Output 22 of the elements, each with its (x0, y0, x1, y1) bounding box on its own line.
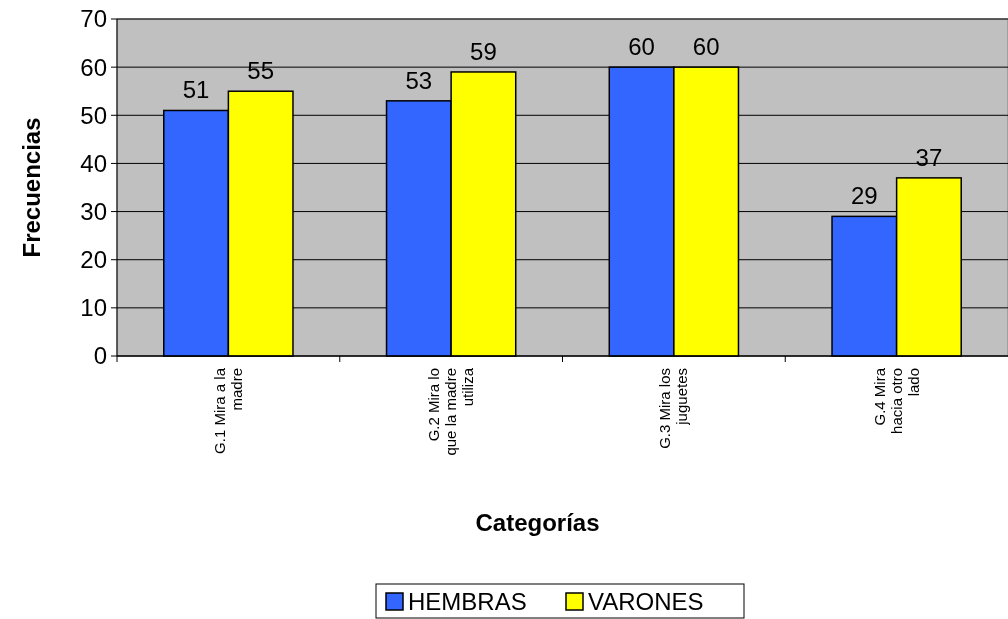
legend-label: VARONES (588, 588, 704, 616)
x-tick-label: G.3 Mira los juguetes (656, 368, 691, 449)
data-label: 60 (692, 33, 720, 61)
x-tick-label: G.4 Mira hacia otro lado (870, 367, 922, 434)
y-tick-label: 10 (80, 294, 107, 322)
data-label: 51 (182, 76, 210, 104)
y-tick-label: 30 (80, 197, 107, 225)
y-tick-label: 40 (80, 149, 107, 177)
data-label: 53 (405, 66, 433, 94)
y-tick-label: 70 (80, 5, 107, 33)
y-tick-label: 20 (80, 246, 107, 274)
x-tick-label: G.1 Mira a la madre (210, 367, 245, 454)
x-axis-title: Categorías (475, 509, 600, 536)
y-tick-label: 0 (93, 342, 107, 370)
x-tick-label: G.2 Mira lo que la madre utiliza (425, 367, 477, 456)
y-tick-label: 50 (80, 101, 107, 129)
y-axis-title: Frecuencias (18, 117, 45, 258)
y-tick-label: 60 (80, 53, 107, 81)
data-label: 59 (470, 37, 497, 65)
legend-label: HEMBRAS (408, 588, 527, 616)
data-label: 29 (850, 182, 878, 210)
data-label: 60 (628, 33, 655, 61)
